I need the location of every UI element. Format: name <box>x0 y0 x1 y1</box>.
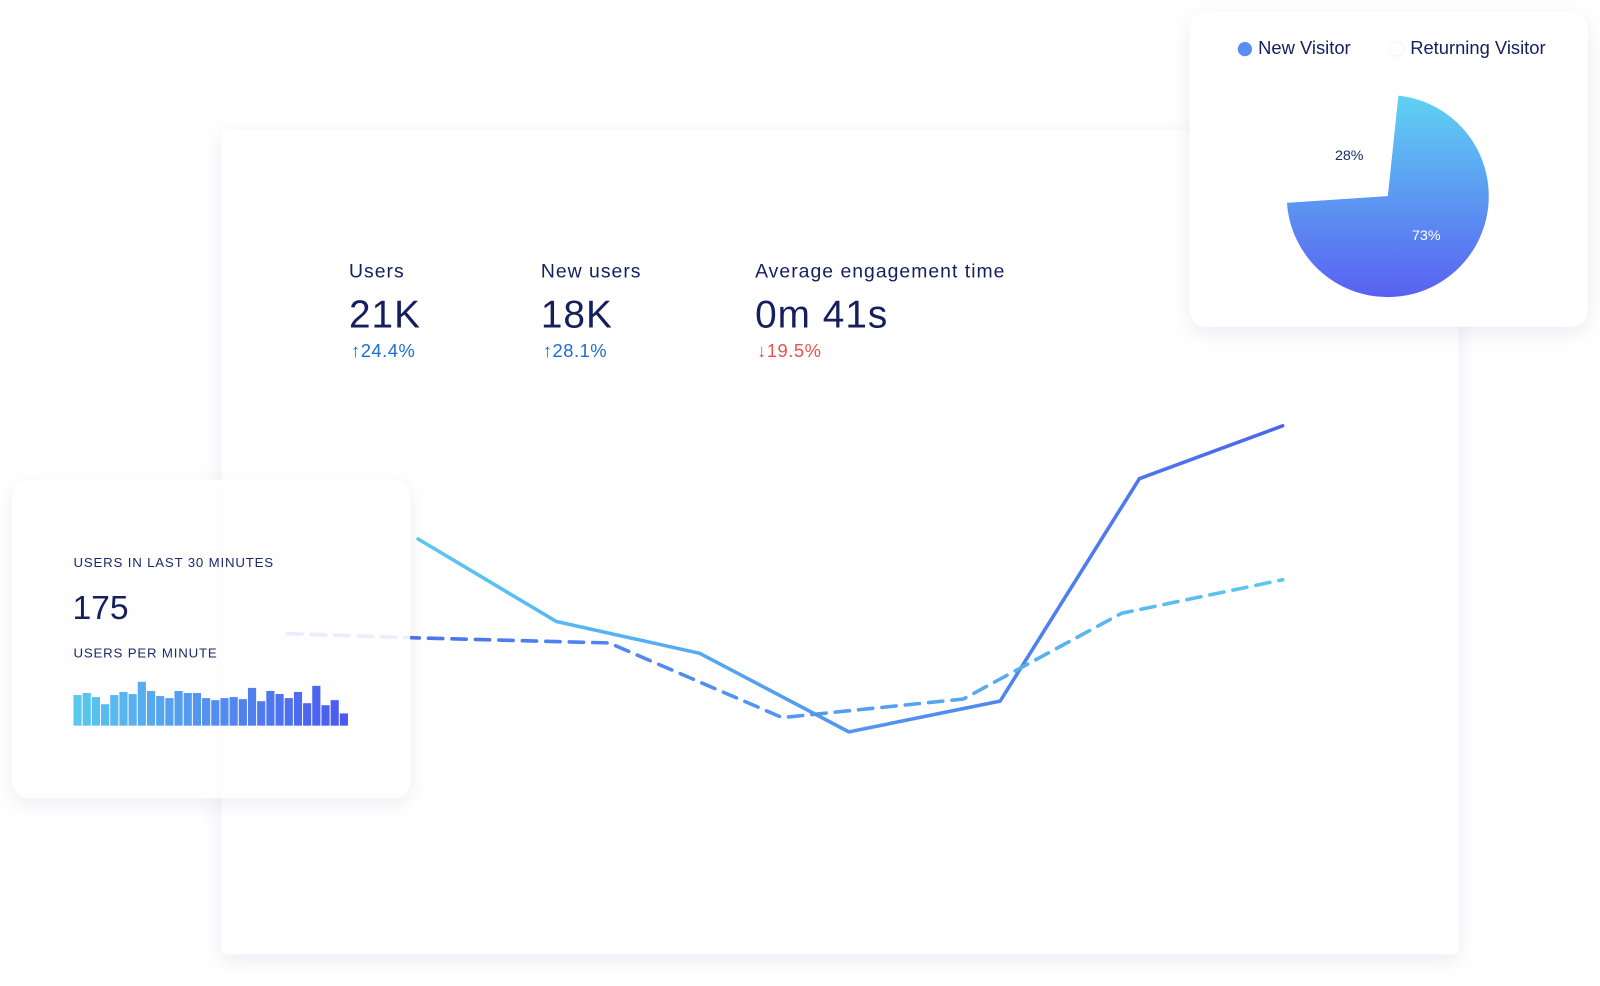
bar <box>211 700 220 726</box>
line-series <box>285 577 1285 720</box>
bar <box>257 701 266 726</box>
bar <box>312 685 321 726</box>
bar <box>321 705 330 726</box>
metric-change: ↑24.4% <box>351 340 415 361</box>
bar <box>174 690 183 726</box>
legend-label: New Visitor <box>1258 37 1351 58</box>
metric-label: Users <box>349 261 405 283</box>
realtime-card <box>12 479 411 799</box>
bar <box>284 698 293 726</box>
bar <box>202 698 211 726</box>
bar <box>137 681 146 726</box>
bar <box>146 690 156 726</box>
bar <box>339 713 348 726</box>
bar <box>330 700 339 726</box>
legend-label: Returning Visitor <box>1410 37 1545 58</box>
bar <box>119 691 128 726</box>
metric-change: ↓19.5% <box>757 340 821 361</box>
metric-label: New users <box>541 261 642 283</box>
bar <box>192 693 202 726</box>
metric-label: Average engagement time <box>755 261 1005 283</box>
pie-slice <box>1286 95 1489 298</box>
bar <box>73 695 82 726</box>
legend-dot <box>1389 41 1405 57</box>
bar <box>220 698 229 726</box>
metric-value: 0m 41s <box>755 294 888 337</box>
bar <box>303 703 312 726</box>
line-series <box>416 424 1285 734</box>
main-card <box>221 129 1459 955</box>
bar <box>110 695 119 726</box>
bar <box>82 693 91 726</box>
bar <box>101 704 110 726</box>
pie-label: 73% <box>1412 228 1441 244</box>
metric-value: 21K <box>349 294 421 337</box>
metric-change: ↑28.1% <box>543 340 607 361</box>
bar <box>156 696 165 726</box>
bar <box>266 690 275 726</box>
metric-value: 18K <box>541 294 613 337</box>
bar <box>275 694 284 726</box>
bar <box>165 698 174 726</box>
legend-dot <box>1237 41 1253 57</box>
realtime-value: 175 <box>72 590 128 627</box>
bar <box>293 691 303 726</box>
realtime-sublabel: USERS PER MINUTE <box>73 646 217 661</box>
bar <box>247 687 257 726</box>
pie-label: 28% <box>1335 148 1364 164</box>
bar <box>183 693 192 726</box>
bar <box>91 697 100 726</box>
pie-slice <box>1286 95 1399 203</box>
bar <box>128 694 137 726</box>
realtime-label: USERS IN LAST 30 MINUTES <box>73 555 273 570</box>
bar <box>229 697 238 726</box>
bar <box>238 699 247 726</box>
